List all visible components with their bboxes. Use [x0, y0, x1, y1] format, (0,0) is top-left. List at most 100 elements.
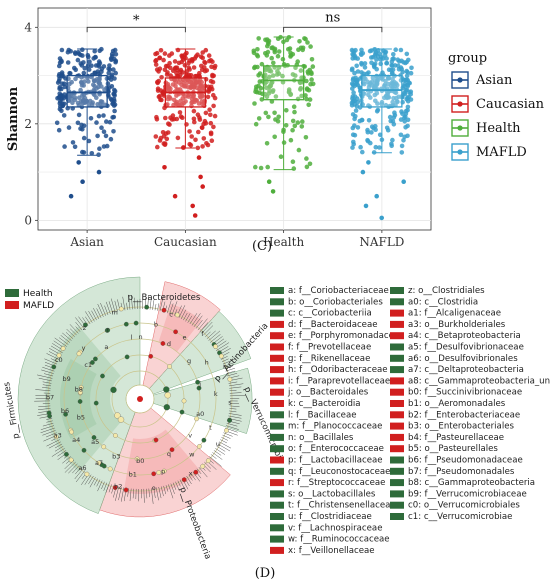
leaf-branch: [228, 383, 244, 387]
legend: Asian Caucasian Health MAFLD: [451, 71, 545, 161]
data-point: [393, 102, 398, 108]
data-point: [185, 77, 190, 83]
taxon-node: [205, 458, 211, 464]
taxon-node: [46, 410, 52, 416]
leaf-branch: [172, 482, 177, 490]
leaf-branch: [223, 432, 233, 437]
data-point: [266, 114, 271, 120]
cladogram-legend-label: MAFLD: [23, 301, 54, 311]
data-point: [183, 99, 188, 104]
taxon-key-swatch: [270, 366, 284, 374]
data-point: [304, 164, 310, 170]
data-point: [276, 49, 282, 54]
data-point: [256, 36, 262, 41]
data-point: [375, 107, 381, 113]
data-point: [66, 125, 72, 130]
taxon-key-swatch: [270, 388, 284, 396]
data-point: [99, 46, 104, 52]
leaf-branch: [42, 387, 51, 389]
data-point: [87, 59, 92, 64]
leaf-branch: [171, 301, 178, 315]
legend-swatch-point: [457, 101, 463, 107]
taxon-key-swatch: [270, 513, 284, 520]
data-point: [97, 146, 102, 151]
outlier-point: [96, 169, 102, 175]
taxon-node: [197, 444, 202, 449]
data-point: [188, 143, 194, 148]
y-tick-label: 0: [24, 213, 32, 227]
data-point: [178, 67, 184, 73]
data-point: [161, 57, 166, 63]
taxon-key-swatch: [270, 479, 284, 487]
taxon-key-swatch: [390, 377, 404, 385]
data-point: [207, 107, 212, 112]
outlier-point: [374, 193, 380, 199]
data-point: [157, 93, 162, 99]
data-point: [57, 76, 62, 82]
outlier-point: [360, 169, 366, 175]
taxon-key-label: a3: o__Burkholderiales: [408, 320, 506, 330]
data-point: [297, 39, 302, 44]
taxonomic-ring: [111, 370, 169, 428]
leaf-branch: [215, 448, 226, 455]
taxon-key-swatch: [270, 287, 284, 294]
taxon-node: [167, 364, 172, 369]
data-point: [353, 80, 358, 85]
data-point: [349, 100, 355, 106]
panel-label-d: (D): [255, 566, 276, 581]
leaf-branch: [60, 335, 71, 343]
leaf-branch: [165, 485, 169, 492]
data-point: [203, 47, 209, 53]
data-point: [380, 77, 385, 82]
data-point: [355, 125, 361, 130]
data-point: [278, 154, 284, 159]
taxon-node: [161, 468, 167, 474]
y-tick-labels: 0 2 4: [24, 20, 38, 227]
taxon-key-swatch: [390, 467, 404, 475]
taxon-key-label: t: f__Christensenellaceae: [288, 501, 396, 511]
data-point: [309, 71, 314, 77]
clade-letter: j: [198, 380, 201, 388]
data-point: [82, 65, 87, 71]
data-point: [386, 81, 391, 87]
leaf-branch: [118, 486, 122, 501]
data-point: [164, 136, 170, 142]
data-point: [390, 56, 395, 62]
data-point: [175, 47, 181, 53]
taxon-node: [93, 356, 98, 362]
taxon-key-label: b9: f__Verrucomicrobiaceae: [408, 489, 527, 499]
data-point: [95, 133, 100, 139]
clade-letter: r: [106, 326, 109, 334]
leaf-branch: [149, 298, 152, 310]
leaf-branch: [228, 381, 238, 384]
taxon-node: [69, 429, 74, 435]
taxon-node: [64, 451, 69, 457]
leaf-branch: [208, 330, 221, 341]
taxon-key-swatch: [270, 332, 284, 340]
taxon-key-swatch: [390, 309, 404, 317]
taxon-key-swatch: [390, 422, 404, 430]
taxon-key-swatch: [270, 411, 284, 419]
outlier-point: [366, 160, 371, 165]
clade-letter: a0: [196, 410, 204, 418]
leaf-branch: [185, 313, 191, 322]
leaf-branch: [212, 452, 223, 460]
data-point: [354, 63, 360, 69]
taxon-node: [196, 385, 202, 391]
data-point: [61, 113, 67, 118]
leaf-branch: [64, 461, 76, 473]
data-point: [370, 75, 376, 81]
data-point: [54, 120, 60, 126]
data-point: [161, 91, 166, 97]
data-point: [290, 127, 295, 133]
leaf-branch: [35, 395, 51, 397]
data-point: [304, 86, 310, 91]
taxon-key-swatch: [270, 377, 284, 385]
significance-label: *: [133, 13, 140, 28]
data-point: [111, 67, 116, 72]
taxon-key-label: b8: c__Gammaproteobacteria: [408, 478, 535, 488]
data-point: [199, 67, 205, 73]
data-point: [393, 47, 399, 52]
data-point: [365, 138, 371, 144]
clade-letter: z: [83, 324, 87, 332]
